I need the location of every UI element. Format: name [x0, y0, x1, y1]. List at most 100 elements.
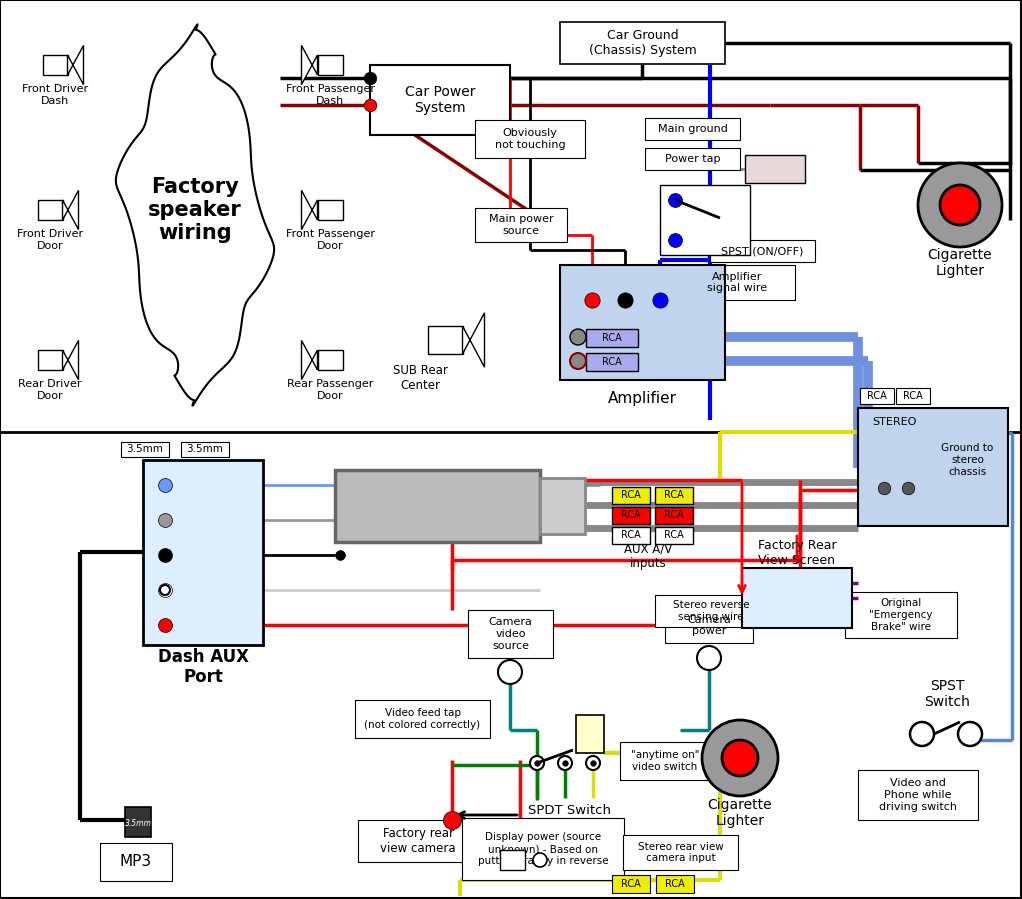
Text: 3.5mm: 3.5mm: [125, 820, 151, 829]
Circle shape: [533, 853, 547, 867]
Text: RCA: RCA: [903, 391, 923, 401]
Polygon shape: [67, 46, 84, 85]
Circle shape: [722, 740, 758, 776]
FancyBboxPatch shape: [858, 408, 1008, 526]
Text: SPDT Switch: SPDT Switch: [528, 804, 611, 816]
Polygon shape: [463, 313, 484, 367]
FancyBboxPatch shape: [745, 155, 805, 183]
FancyBboxPatch shape: [623, 835, 738, 870]
FancyBboxPatch shape: [468, 610, 553, 658]
Circle shape: [910, 722, 934, 746]
FancyBboxPatch shape: [38, 350, 62, 370]
FancyBboxPatch shape: [612, 875, 650, 893]
Text: SPST
Switch: SPST Switch: [924, 679, 970, 709]
FancyBboxPatch shape: [586, 353, 638, 371]
FancyBboxPatch shape: [475, 208, 567, 242]
Circle shape: [498, 660, 522, 684]
Text: AUX A/V
inputs: AUX A/V inputs: [623, 542, 672, 570]
Text: Video and
Phone while
driving switch: Video and Phone while driving switch: [879, 779, 957, 812]
FancyBboxPatch shape: [655, 527, 693, 544]
FancyBboxPatch shape: [560, 22, 725, 64]
Circle shape: [160, 585, 170, 595]
Text: Main ground: Main ground: [657, 124, 728, 134]
Polygon shape: [301, 46, 318, 85]
FancyBboxPatch shape: [335, 470, 540, 542]
Text: Amplifier
signal wire: Amplifier signal wire: [707, 271, 768, 293]
FancyBboxPatch shape: [665, 608, 753, 643]
FancyBboxPatch shape: [620, 742, 710, 780]
FancyBboxPatch shape: [560, 265, 725, 380]
Text: RCA: RCA: [621, 879, 641, 889]
FancyBboxPatch shape: [540, 478, 585, 534]
FancyBboxPatch shape: [181, 442, 229, 457]
Text: RCA: RCA: [664, 530, 684, 540]
Text: SUB Rear
Center: SUB Rear Center: [392, 364, 448, 392]
Text: Cigarette
Lighter: Cigarette Lighter: [928, 248, 992, 278]
FancyBboxPatch shape: [612, 487, 650, 504]
Circle shape: [558, 756, 572, 770]
Text: 3.5mm: 3.5mm: [187, 444, 224, 455]
FancyBboxPatch shape: [612, 527, 650, 544]
FancyBboxPatch shape: [370, 65, 510, 135]
Text: Car Ground
(Chassis) System: Car Ground (Chassis) System: [589, 29, 697, 57]
FancyBboxPatch shape: [742, 568, 852, 628]
Text: Camera
video
source: Camera video source: [489, 618, 532, 651]
Text: Amplifier: Amplifier: [608, 390, 677, 405]
Text: Rear Driver
Door: Rear Driver Door: [18, 379, 82, 401]
Text: Front Passenger
Door: Front Passenger Door: [285, 229, 374, 251]
Text: Stereo reverse
sensing wire: Stereo reverse sensing wire: [672, 601, 749, 622]
Text: Camera
power: Camera power: [687, 615, 731, 636]
FancyBboxPatch shape: [680, 265, 795, 300]
Polygon shape: [62, 341, 79, 379]
FancyBboxPatch shape: [43, 55, 67, 75]
Text: Display power (source
unknown) - Based on
putting tranny in reverse: Display power (source unknown) - Based o…: [477, 832, 608, 866]
FancyBboxPatch shape: [656, 875, 694, 893]
Text: RCA: RCA: [602, 333, 621, 343]
Text: RCA: RCA: [621, 511, 641, 521]
Text: Obviously
not touching: Obviously not touching: [495, 129, 565, 150]
Text: RCA: RCA: [664, 491, 684, 501]
FancyBboxPatch shape: [860, 388, 894, 404]
Circle shape: [940, 185, 980, 225]
Text: Dash AUX
Port: Dash AUX Port: [157, 647, 248, 687]
Text: Factory
speaker
wiring: Factory speaker wiring: [148, 177, 242, 244]
Polygon shape: [301, 341, 318, 379]
FancyBboxPatch shape: [355, 700, 490, 738]
FancyBboxPatch shape: [710, 240, 815, 262]
FancyBboxPatch shape: [845, 592, 957, 638]
FancyBboxPatch shape: [462, 818, 624, 880]
Circle shape: [958, 722, 982, 746]
Text: RCA: RCA: [664, 511, 684, 521]
Text: RCA: RCA: [621, 491, 641, 501]
Circle shape: [702, 720, 778, 796]
Text: RCA: RCA: [665, 879, 685, 889]
FancyBboxPatch shape: [896, 388, 930, 404]
Circle shape: [586, 756, 600, 770]
FancyBboxPatch shape: [358, 820, 478, 862]
FancyBboxPatch shape: [576, 715, 604, 753]
Text: Rear Passenger
Door: Rear Passenger Door: [287, 379, 373, 401]
Polygon shape: [115, 24, 274, 405]
FancyBboxPatch shape: [660, 185, 750, 255]
Circle shape: [570, 353, 586, 369]
Circle shape: [570, 329, 586, 345]
Circle shape: [697, 646, 721, 670]
Text: Stereo rear view
camera input: Stereo rear view camera input: [638, 841, 724, 863]
Text: Front Driver
Door: Front Driver Door: [17, 229, 83, 251]
FancyBboxPatch shape: [930, 440, 1005, 480]
Text: Main power
source: Main power source: [489, 214, 553, 236]
FancyBboxPatch shape: [645, 118, 740, 140]
FancyBboxPatch shape: [125, 807, 151, 837]
FancyBboxPatch shape: [427, 326, 463, 354]
Text: Video feed tap
(not colored correctly): Video feed tap (not colored correctly): [365, 708, 480, 730]
Text: Original
"Emergency
Brake" wire: Original "Emergency Brake" wire: [870, 599, 933, 632]
Text: RCA: RCA: [867, 391, 887, 401]
Text: Car Power
System: Car Power System: [405, 85, 475, 115]
Text: RCA: RCA: [602, 357, 621, 367]
FancyBboxPatch shape: [586, 329, 638, 347]
FancyBboxPatch shape: [318, 350, 342, 370]
FancyBboxPatch shape: [612, 507, 650, 524]
Polygon shape: [301, 191, 318, 229]
FancyBboxPatch shape: [862, 412, 926, 432]
Circle shape: [918, 163, 1002, 247]
